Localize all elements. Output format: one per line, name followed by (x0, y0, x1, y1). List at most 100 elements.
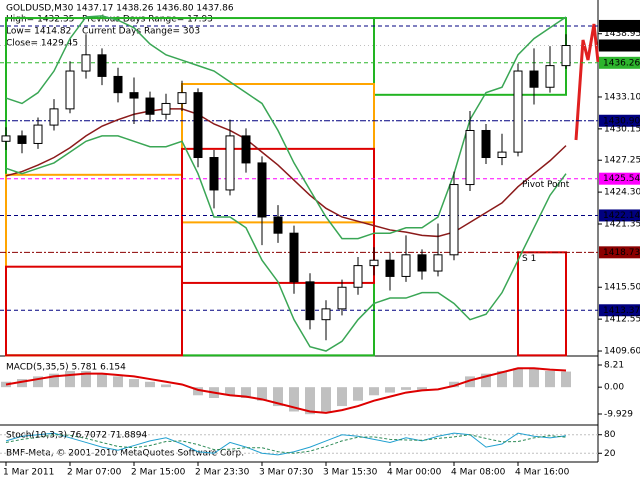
candle-body (97, 54, 107, 77)
x-tick-label: 3 Mar 07:30 (259, 468, 314, 478)
candle-body (113, 75, 123, 94)
macd-bar (497, 370, 507, 388)
price-label: 1418.73 (603, 248, 640, 258)
candle-body (33, 124, 43, 144)
macd-bar (337, 387, 347, 407)
candle-body (305, 281, 315, 321)
y-tick-label: 8.21 (604, 360, 624, 370)
header-line: Current Days Range= 303 (82, 27, 200, 37)
indicator-line (5, 108, 567, 238)
price-label: 1436.26 (603, 58, 640, 68)
candle-body (433, 254, 443, 272)
price-label: 1422.14 (603, 211, 640, 221)
macd-bar (17, 379, 27, 388)
level-annotation: S 1 (522, 254, 536, 264)
panel-title: MACD(5,35,5) 5.781 6.154 (6, 363, 126, 373)
macd-bar (273, 387, 283, 407)
price-label-box (599, 209, 640, 222)
y-tick-label: 80 (604, 430, 616, 440)
y-tick-label: 1415.50 (604, 283, 640, 293)
candle-body (145, 97, 155, 115)
macd-bar (417, 387, 427, 390)
candle-body (241, 135, 251, 164)
macd-bar (145, 381, 155, 388)
y-tick-label: 20 (604, 449, 616, 459)
forecast-arrow (574, 23, 600, 141)
candle-body (369, 259, 379, 267)
macd-bar (545, 370, 555, 388)
x-tick-label: 1 Mar 2011 (3, 468, 54, 478)
header-line: Low= 1414.82 (6, 27, 71, 37)
x-tick-label: 4 Mar 00:00 (387, 468, 442, 478)
candle-body (273, 216, 283, 234)
header-line: Close= 1429.45 (6, 39, 78, 49)
macd-bar (241, 387, 251, 398)
candle-body (545, 65, 555, 88)
candle-body (353, 265, 363, 288)
candle-body (129, 92, 139, 99)
macd-bar (369, 387, 379, 396)
macd-bar (561, 371, 571, 388)
candle-body (449, 184, 459, 256)
candle-body (481, 129, 491, 159)
macd-bar (481, 373, 491, 388)
y-tick-label: 1424.30 (604, 188, 640, 198)
header-line: GOLDUSD,M30 1437.17 1438.26 1436.80 1437… (6, 4, 234, 14)
level-annotation: Pivot Point (522, 180, 570, 190)
candle-body (465, 129, 475, 186)
macd-bar (161, 384, 171, 388)
candle-body (225, 135, 235, 191)
candle-body (417, 254, 427, 272)
price-label: 1430.90 (603, 116, 640, 126)
x-tick-label: 4 Mar 16:00 (515, 468, 570, 478)
y-tick-label: -9.929 (604, 410, 633, 420)
candle-body (321, 308, 331, 321)
candle-body (49, 108, 59, 126)
candle-body (1, 135, 11, 142)
x-tick-label: 3 Mar 15:30 (323, 468, 378, 478)
indicator-line (5, 15, 567, 240)
candle-body (257, 162, 267, 218)
candle-body (81, 54, 91, 72)
panel-title: Stoch(10,3,3) 76.7072 71.8894 (6, 431, 147, 441)
candle-body (385, 259, 395, 277)
macd-bar (385, 387, 395, 393)
price-label-box (599, 246, 640, 259)
y-tick-label: 1427.25 (604, 156, 640, 166)
y-tick-label: 1433.10 (604, 92, 640, 102)
macd-bar (113, 376, 123, 388)
header-line: High= 1432.35 (6, 15, 74, 25)
macd-bar (81, 370, 91, 388)
macd-bar (449, 381, 459, 388)
macd-bar (289, 387, 299, 412)
x-tick-label: 2 Mar 15:00 (131, 468, 186, 478)
candle-body (177, 92, 187, 104)
stoch-line (5, 432, 567, 456)
macd-bar (225, 387, 235, 396)
macd-bar (305, 387, 315, 415)
candle-body (161, 102, 171, 115)
indicator-line (5, 135, 567, 352)
macd-bar (33, 376, 43, 388)
price-label-box (599, 56, 640, 69)
macd-bar (49, 373, 59, 388)
macd-bar (401, 387, 411, 390)
macd-bar (257, 387, 267, 401)
header-line: Previous Days Range= 17.93 (82, 15, 213, 25)
candle-body (289, 232, 299, 283)
price-label: 1413.37 (603, 306, 640, 316)
macd-bar (97, 373, 107, 388)
macd-bar (65, 370, 75, 388)
y-tick-label: 1430.15 (604, 124, 640, 134)
price-label-box (599, 304, 640, 317)
price-label: 1425.54 (603, 174, 640, 184)
macd-bar (129, 379, 139, 388)
macd-bar (513, 368, 523, 388)
candle-body (513, 70, 523, 153)
x-tick-label: 4 Mar 08:00 (451, 468, 506, 478)
y-tick-label: 1421.35 (604, 220, 640, 230)
macd-bar (353, 387, 363, 401)
